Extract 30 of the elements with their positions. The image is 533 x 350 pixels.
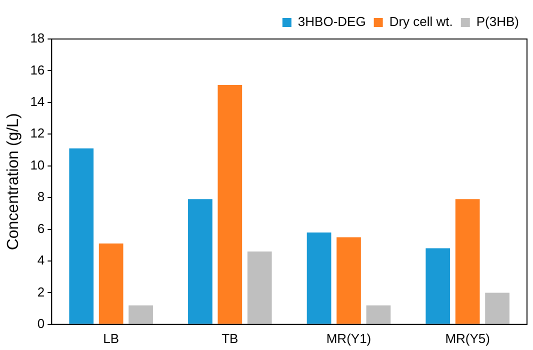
- y-tick-label: 14: [30, 94, 45, 109]
- bar: [426, 248, 450, 324]
- bar: [306, 232, 332, 324]
- y-tick-label: 8: [37, 189, 45, 204]
- y-tick-label: 0: [37, 316, 45, 331]
- y-tick-label: 12: [30, 126, 45, 141]
- legend-label: Dry cell wt.: [389, 14, 453, 30]
- legend-label: P(3HB): [476, 14, 520, 30]
- bar: [218, 84, 242, 324]
- y-tick-label: 16: [30, 62, 45, 78]
- y-axis-title: Concentration (g/L): [5, 113, 22, 250]
- bar: [98, 244, 124, 324]
- x-tick-label: MR(Y5): [445, 330, 490, 346]
- bar: [128, 305, 153, 324]
- x-tick-label: LB: [103, 330, 120, 346]
- x-tick-label: TB: [222, 330, 238, 346]
- x-tick-label: MR(Y1): [326, 330, 372, 346]
- bar: [455, 199, 480, 324]
- bar: [366, 305, 391, 324]
- bar: [188, 199, 212, 324]
- y-tick-label: 10: [30, 157, 45, 172]
- bar: [336, 237, 361, 324]
- y-tick-label: 18: [30, 30, 45, 46]
- legend-label: 3HBO-DEG: [298, 14, 366, 30]
- y-tick-label: 2: [37, 284, 45, 300]
- y-tick-label: 4: [37, 252, 45, 268]
- bar: [69, 148, 94, 324]
- y-tick-label: 6: [37, 220, 45, 236]
- bar: [247, 251, 272, 324]
- bar: [485, 292, 510, 324]
